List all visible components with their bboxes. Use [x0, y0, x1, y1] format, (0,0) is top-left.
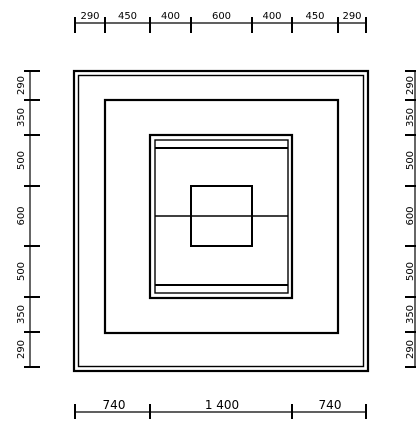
right-dim-label: 350 — [405, 108, 416, 127]
right-dimension-labels: 290 350 500 600 500 350 290 — [405, 76, 416, 359]
top-dim-label: 450 — [118, 11, 137, 22]
bottom-dim-label: 1 400 — [205, 398, 239, 412]
top-dim-label: 290 — [342, 11, 361, 22]
left-dim-label: 500 — [16, 151, 27, 170]
right-dim-label: 600 — [405, 206, 416, 225]
bottom-dimension-chain — [74, 404, 367, 419]
bottom-dim-label: 740 — [319, 398, 342, 412]
left-dim-label: 290 — [16, 76, 27, 95]
left-dim-label: 290 — [16, 340, 27, 359]
right-dim-label: 500 — [405, 262, 416, 281]
top-dim-label: 400 — [161, 11, 180, 22]
right-dim-label: 290 — [405, 340, 416, 359]
inner-square-outer-line — [148, 133, 294, 300]
right-dim-label: 350 — [405, 305, 416, 324]
top-dimension-chain — [74, 17, 367, 33]
left-dim-label: 500 — [16, 262, 27, 281]
left-dimension-chain — [24, 70, 40, 368]
left-dimension-labels: 290 350 500 600 500 350 290 — [16, 76, 27, 359]
left-dim-label: 350 — [16, 108, 27, 127]
top-dim-label: 400 — [262, 11, 281, 22]
plan-geometry — [72, 69, 370, 373]
right-dim-label: 500 — [405, 151, 416, 170]
bottom-dimension-labels: 740 1 400 740 — [103, 398, 342, 412]
left-dim-label: 600 — [16, 206, 27, 225]
top-dim-label: 290 — [80, 11, 99, 22]
top-dim-label: 450 — [305, 11, 324, 22]
bottom-dim-label: 740 — [103, 398, 126, 412]
middle-square — [103, 98, 340, 335]
outer-frame-inner-line — [77, 74, 365, 368]
top-dim-label: 600 — [212, 11, 231, 22]
outer-frame-outer-line — [72, 69, 370, 373]
right-dimension-chain — [405, 70, 416, 368]
left-dim-label: 350 — [16, 305, 27, 324]
top-dimension-labels: 290 450 400 600 400 450 290 — [80, 11, 361, 22]
right-dim-label: 290 — [405, 76, 416, 95]
central-square — [190, 185, 253, 247]
